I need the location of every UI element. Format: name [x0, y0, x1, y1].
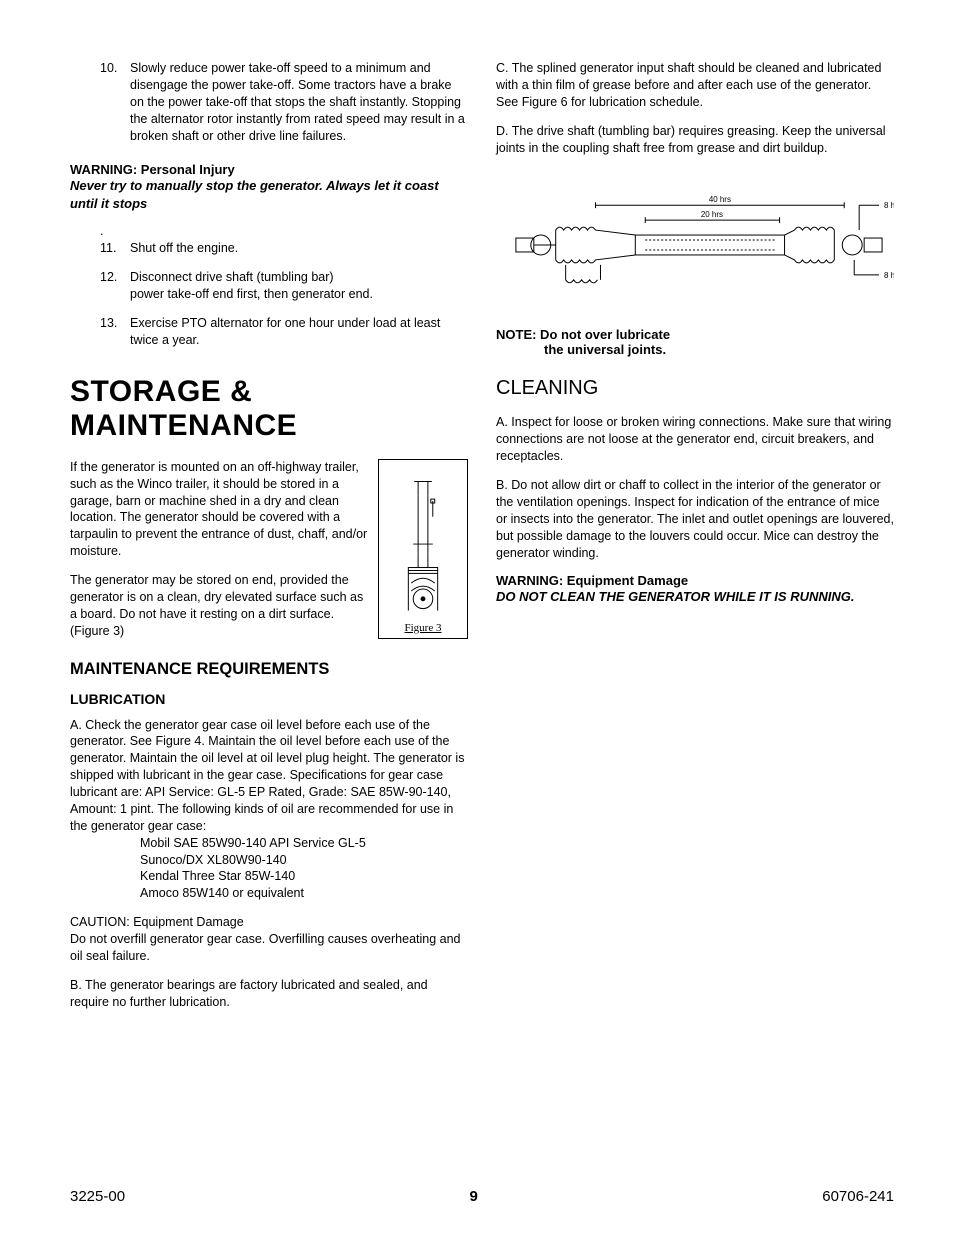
note-line-1: NOTE: Do not over lubricate — [496, 327, 894, 342]
label-8hrs-bottom: 8 hrs — [884, 271, 894, 280]
right-column: C. The splined generator input shaft sho… — [496, 60, 894, 1023]
oil-3: Kendal Three Star 85W-140 — [70, 868, 468, 885]
step-number: 13. — [100, 315, 130, 349]
storage-paragraph-1: If the generator is mounted on an off-hi… — [70, 459, 368, 560]
page-footer: 3225-00 9 60706-241 — [70, 1188, 894, 1205]
heading-storage-maintenance: STORAGE & MAINTENANCE — [70, 375, 468, 443]
figure-3-illustration — [379, 472, 467, 622]
cleaning-a: A. Inspect for loose or broken wiring co… — [496, 414, 894, 465]
lubrication-b: B. The generator bearings are factory lu… — [70, 977, 468, 1011]
caution-title: CAUTION: Equipment Damage — [70, 914, 468, 931]
label-40hrs: 40 hrs — [709, 196, 731, 205]
oil-1: Mobil SAE 85W90-140 API Service GL-5 — [70, 835, 468, 852]
heading-lubrication: LUBRICATION — [70, 691, 468, 707]
warning-body: Never try to manually stop the generator… — [70, 177, 468, 212]
heading-maintenance-requirements: MAINTENANCE REQUIREMENTS — [70, 660, 468, 679]
label-8hrs-top: 8 hrs — [884, 202, 894, 211]
cleaning-b: B. Do not allow dirt or chaff to collect… — [496, 477, 894, 561]
label-20hrs: 20 hrs — [701, 211, 723, 220]
step-number: 12. — [100, 269, 130, 303]
note-lubricate: NOTE: Do not over lubricate the universa… — [496, 327, 894, 357]
step-number: 11. — [100, 240, 130, 257]
warning-personal-injury: WARNING: Personal Injury Never try to ma… — [70, 162, 468, 212]
step-10: 10. Slowly reduce power take-off speed t… — [70, 60, 468, 144]
oil-2: Sunoco/DX XL80W90-140 — [70, 852, 468, 869]
step-text: Disconnect drive shaft (tumbling bar) po… — [130, 269, 468, 303]
caution-body: Do not overfill generator gear case. Ove… — [70, 931, 468, 965]
warning-title: WARNING: Equipment Damage — [496, 573, 894, 588]
page-number: 9 — [469, 1188, 477, 1205]
lubrication-a: A. Check the generator gear case oil lev… — [70, 717, 468, 835]
stray-dot: . — [100, 224, 468, 238]
note-line-2: the universal joints. — [496, 342, 894, 357]
footer-right: 60706-241 — [822, 1188, 894, 1205]
step-13: 13. Exercise PTO alternator for one hour… — [70, 315, 468, 349]
step-text: Shut off the engine. — [130, 240, 468, 257]
warning-title: WARNING: Personal Injury — [70, 162, 468, 177]
step-12: 12. Disconnect drive shaft (tumbling bar… — [70, 269, 468, 303]
paragraph-d: D. The drive shaft (tumbling bar) requir… — [496, 123, 894, 157]
step-11: 11. Shut off the engine. — [70, 240, 468, 257]
step-text: Exercise PTO alternator for one hour und… — [130, 315, 468, 349]
heading-cleaning: CLEANING — [496, 377, 894, 400]
left-column: 10. Slowly reduce power take-off speed t… — [70, 60, 468, 1023]
warning-equipment-damage: WARNING: Equipment Damage DO NOT CLEAN T… — [496, 573, 894, 606]
footer-left: 3225-00 — [70, 1188, 125, 1205]
step-number: 10. — [100, 60, 130, 144]
figure-3-label: Figure 3 — [405, 622, 442, 634]
storage-paragraph-2: The generator may be stored on end, prov… — [70, 572, 368, 640]
figure-3: Figure 3 — [378, 459, 468, 639]
step-text: Slowly reduce power take-off speed to a … — [130, 60, 468, 144]
storage-section: If the generator is mounted on an off-hi… — [70, 459, 468, 640]
warning-body: DO NOT CLEAN THE GENERATOR WHILE IT IS R… — [496, 588, 894, 606]
drive-shaft-diagram: 40 hrs 20 hrs 8 hrs — [496, 190, 894, 300]
oil-4: Amoco 85W140 or equivalent — [70, 885, 468, 902]
paragraph-c: C. The splined generator input shaft sho… — [496, 60, 894, 111]
